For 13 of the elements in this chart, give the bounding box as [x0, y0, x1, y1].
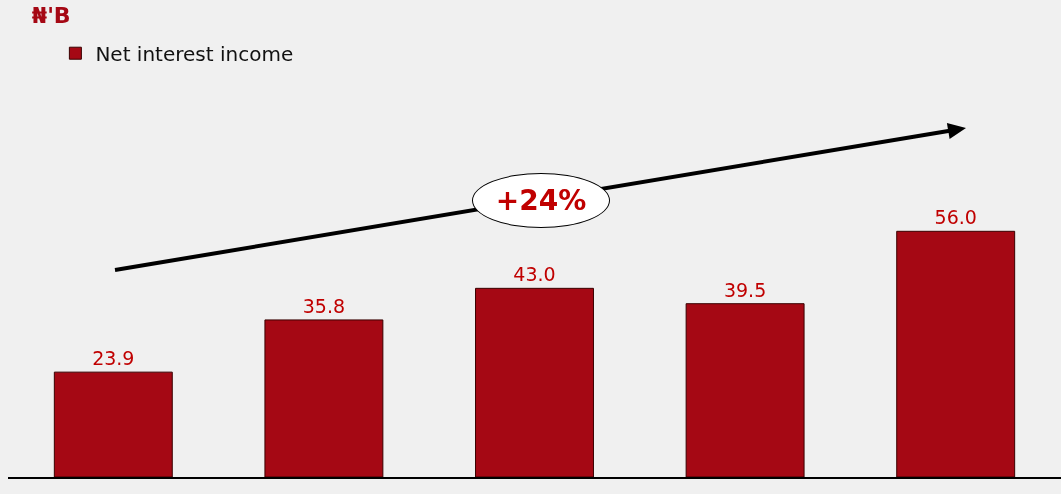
bar — [685, 303, 805, 477]
data-label: 39.5 — [723, 278, 767, 301]
legend-label: Net interest income — [95, 42, 294, 67]
chart-title: ₦'B — [31, 2, 71, 28]
bar — [264, 319, 384, 477]
bar — [53, 371, 173, 477]
data-label: 35.8 — [302, 294, 346, 317]
bar — [475, 287, 594, 477]
data-label: 23.9 — [92, 347, 135, 370]
text: +24% — [472, 173, 610, 228]
data-label: 56.0 — [934, 206, 977, 229]
data-label: 43.0 — [513, 263, 556, 286]
bar — [896, 230, 1016, 477]
